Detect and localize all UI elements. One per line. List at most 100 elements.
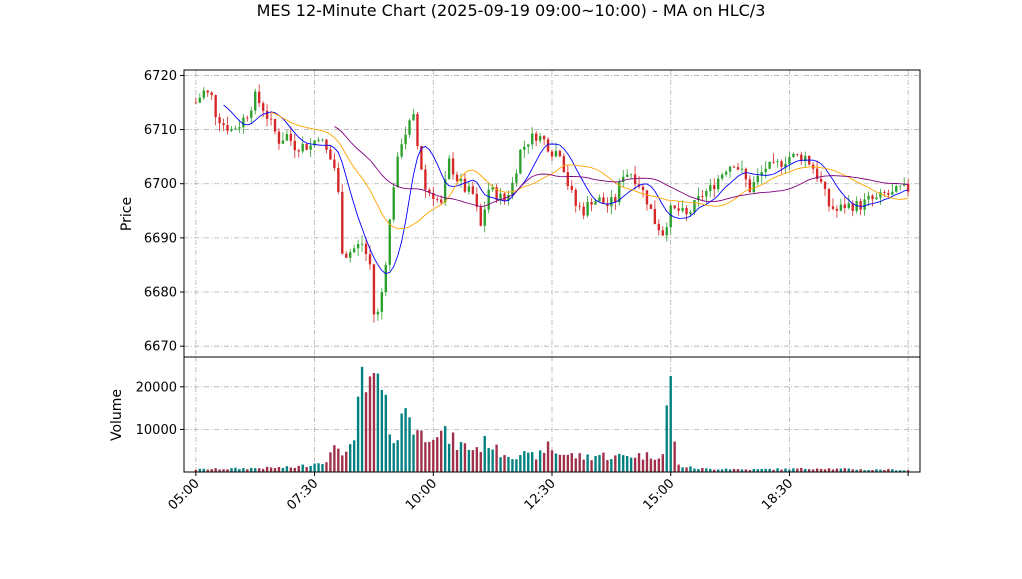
candle: [380, 288, 384, 320]
candle-body: [875, 197, 878, 200]
candle-body: [436, 198, 439, 200]
candle: [851, 200, 854, 217]
volume-bar: [823, 469, 827, 472]
candle-body: [372, 264, 376, 315]
candle-body: [780, 161, 783, 167]
candle: [649, 204, 653, 210]
volume-bar: [261, 468, 265, 472]
candle-body: [293, 140, 296, 151]
candle: [337, 162, 340, 195]
candle: [641, 183, 645, 198]
candle: [534, 130, 538, 147]
volume-bar: [622, 455, 625, 472]
candle-body: [732, 166, 736, 168]
volume-bar: [534, 459, 538, 472]
volume-bar: [633, 457, 637, 472]
candle: [277, 128, 281, 150]
volume-bar: [277, 467, 281, 472]
volume-bar: [768, 468, 771, 472]
volume-bar: [519, 455, 522, 472]
candle-body: [356, 244, 360, 249]
candle-body: [499, 193, 502, 200]
candle-body: [681, 207, 684, 211]
volume-bar: [728, 469, 732, 472]
volume-bar: [610, 459, 613, 472]
candle: [356, 239, 360, 257]
candle: [424, 164, 427, 198]
candle-body: [895, 186, 898, 192]
candle: [531, 127, 534, 150]
volume-bar: [724, 468, 728, 472]
volume-bar: [614, 455, 617, 472]
volume-grid: [184, 357, 920, 472]
volume-bar: [404, 408, 407, 472]
candle-body: [689, 212, 692, 215]
candle: [527, 144, 530, 154]
price-grid: [184, 70, 920, 357]
candle: [776, 158, 779, 168]
candle-body: [507, 194, 510, 201]
volume-bar: [384, 394, 387, 472]
x-tick-label: 12:30: [522, 476, 559, 513]
volume-bar: [693, 468, 696, 472]
volume-bar: [542, 452, 546, 472]
candle-body: [376, 311, 380, 315]
candle: [586, 196, 589, 218]
candle: [412, 109, 415, 121]
candle: [827, 187, 831, 212]
candle-body: [823, 181, 827, 189]
candle: [570, 180, 573, 193]
candle-body: [661, 230, 664, 236]
price-tick-label: 6690: [144, 231, 177, 246]
candle-body: [784, 163, 787, 167]
volume-bar: [637, 453, 641, 472]
volume-bar: [269, 467, 273, 472]
volume-bar: [582, 459, 585, 472]
candle-body: [420, 145, 423, 170]
candle: [230, 126, 233, 133]
volume-bar: [432, 439, 435, 472]
candle: [400, 138, 403, 159]
ma-lines: [223, 104, 909, 275]
candle: [815, 160, 819, 182]
candle: [254, 88, 257, 115]
candle-body: [463, 178, 467, 192]
candle: [578, 202, 581, 211]
candle-body: [586, 202, 589, 216]
candle-body: [226, 125, 229, 131]
candle: [622, 169, 625, 188]
candle: [902, 177, 906, 187]
candle-body: [614, 197, 617, 203]
candle-body: [360, 243, 364, 245]
candle-body: [728, 166, 732, 172]
volume-bar: [740, 469, 744, 472]
candle-body: [839, 204, 843, 211]
volume-bar: [578, 453, 581, 472]
volume-bar: [202, 468, 205, 472]
volume-bar: [776, 468, 779, 472]
candle-body: [629, 174, 633, 176]
volume-bar: [531, 452, 534, 472]
candle-body: [566, 172, 570, 186]
candle-body: [677, 208, 680, 211]
candle-body: [598, 197, 601, 202]
candle-body: [337, 168, 340, 192]
candle: [388, 218, 391, 271]
candle-body: [440, 199, 443, 203]
volume-bar: [811, 469, 815, 472]
candle: [804, 151, 807, 168]
volume-bar: [226, 469, 229, 472]
candle-body: [847, 203, 850, 209]
candle: [234, 125, 237, 130]
candle-body: [254, 91, 257, 111]
candle-body: [515, 173, 518, 183]
candle: [558, 149, 562, 158]
volume-bar: [550, 450, 554, 472]
volume-bar: [459, 442, 463, 472]
candle: [285, 130, 289, 142]
candle: [871, 194, 874, 207]
candle-body: [594, 201, 597, 205]
candle: [289, 126, 293, 147]
volume-bar: [788, 469, 791, 472]
candle: [467, 181, 471, 195]
